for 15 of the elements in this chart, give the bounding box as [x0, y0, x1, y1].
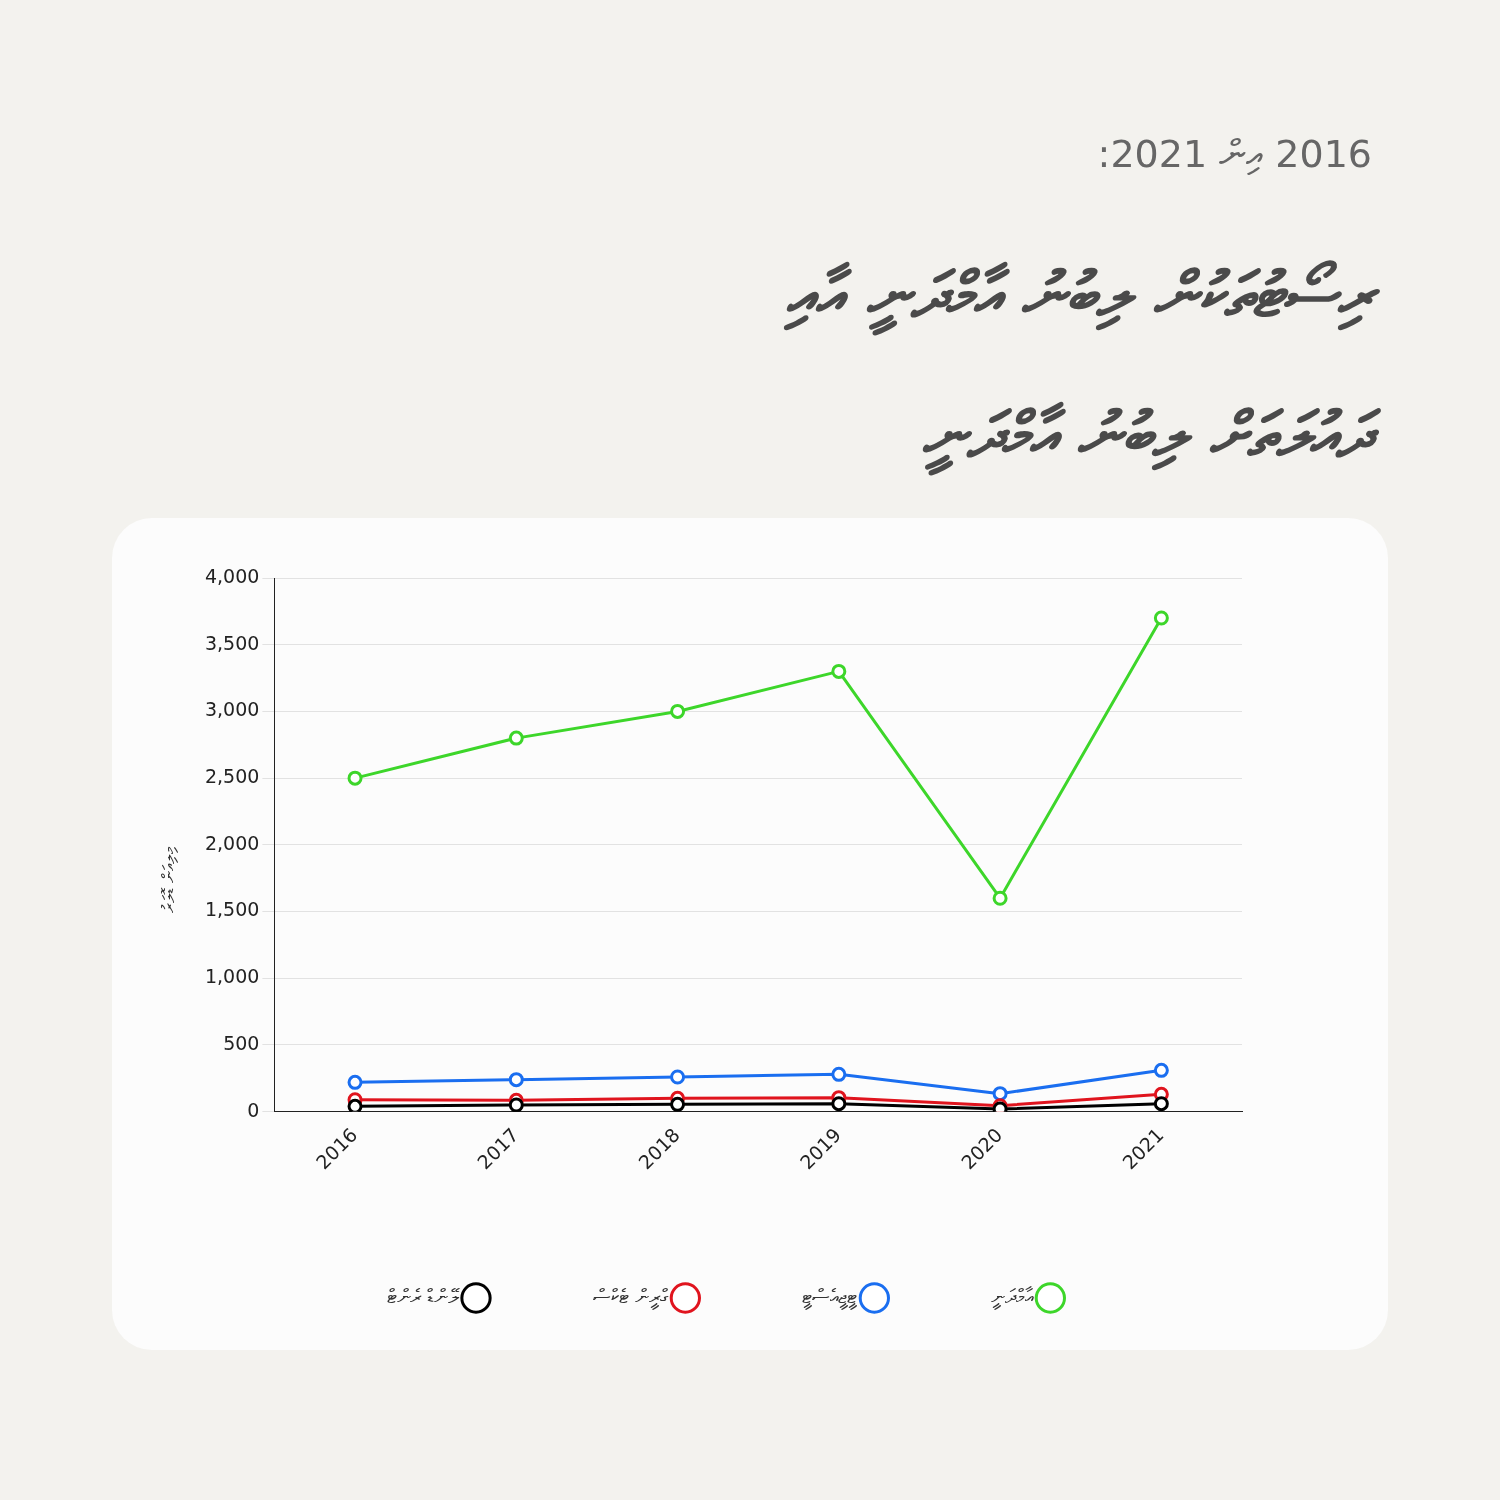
- y-tick-label: 2,000: [204, 831, 260, 854]
- legend-label: ލޭންޑް ރެންޓް: [386, 1284, 460, 1309]
- y-tick-label: 1,500: [204, 898, 260, 921]
- y-tick-label: 2,500: [204, 765, 260, 788]
- legend-label: ޓީޖީއެސްޓީ: [802, 1284, 858, 1311]
- y-tick-label: 3,000: [204, 698, 260, 721]
- y-tick-label: 4,000: [204, 564, 260, 587]
- y-tick-label: 0: [247, 1098, 260, 1121]
- chart-subtitle: 2016 އިން 2021:: [1097, 132, 1372, 177]
- y-axis-title: މިލިއަން ޑޮލަރު: [158, 846, 178, 914]
- y-tick-label: 500: [223, 1031, 260, 1054]
- y-tick-label: 3,500: [204, 631, 260, 654]
- legend-label: އާމްދަނީ: [991, 1284, 1035, 1311]
- legend-label: ގްރީން ޓެކްސް: [593, 1284, 670, 1311]
- y-tick-label: 1,000: [204, 965, 260, 988]
